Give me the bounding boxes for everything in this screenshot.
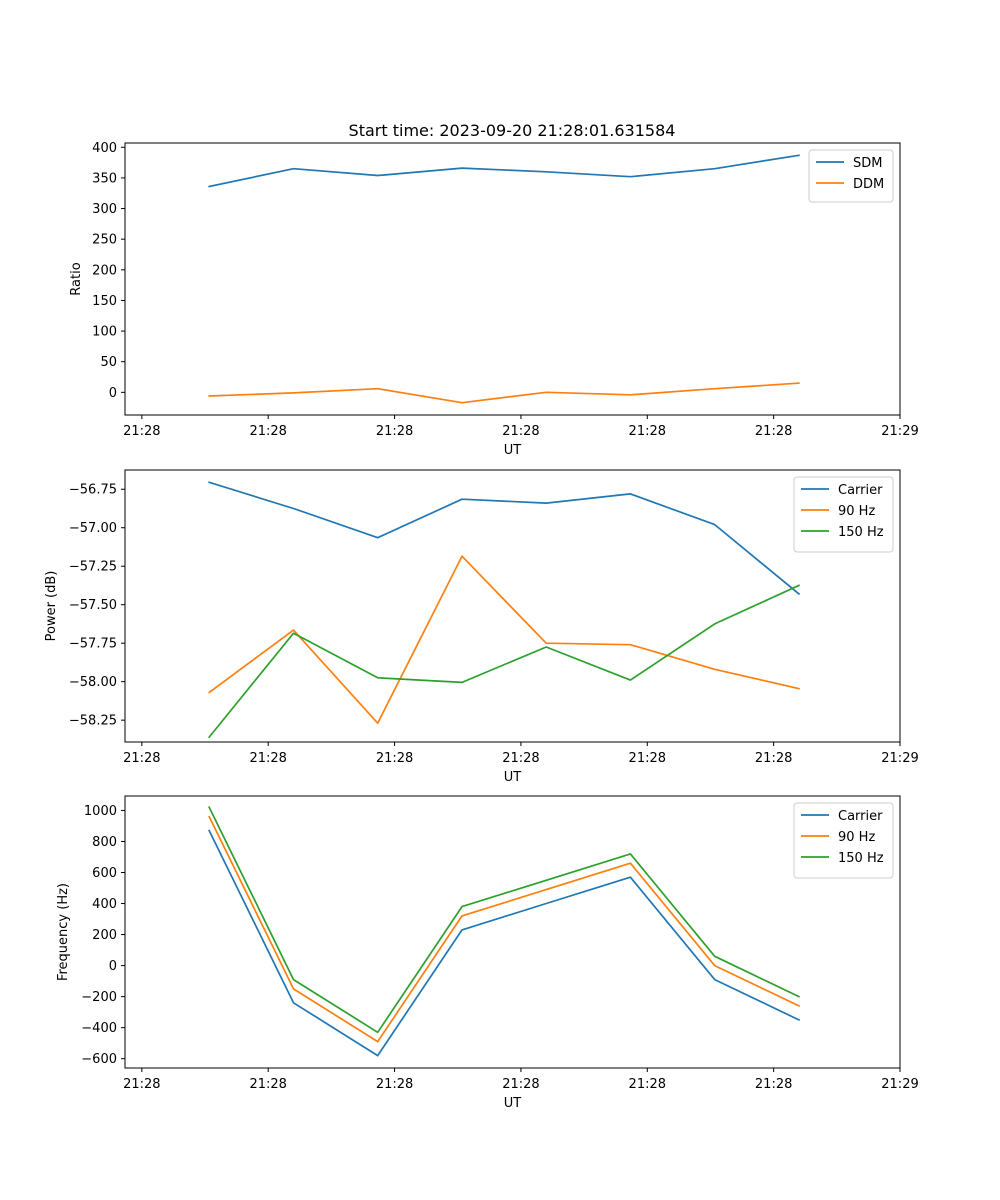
legend-label: 150 Hz xyxy=(838,851,884,866)
x-tick-label: 21:28 xyxy=(249,751,286,766)
x-tick-label: 21:28 xyxy=(376,1077,413,1092)
x-tick-label: 21:28 xyxy=(755,751,792,766)
x-axis-label: UT xyxy=(504,1096,522,1111)
y-tick-label: −56.75 xyxy=(69,483,117,498)
series-line-sdm xyxy=(208,154,800,188)
y-tick-label: 250 xyxy=(92,233,117,248)
x-tick-label: 21:28 xyxy=(502,1077,539,1092)
legend-label: Carrier xyxy=(838,809,883,824)
y-tick-label: 400 xyxy=(92,897,117,912)
legend-label: 150 Hz xyxy=(838,525,884,540)
y-tick-label: −600 xyxy=(81,1052,117,1067)
x-tick-label: 21:28 xyxy=(755,1077,792,1092)
subplots: 21:28 21:28 21:28 21:28 21:28 21:28 21:29 0 50 10… xyxy=(44,141,919,1111)
chart-title: Start time: 2023-09-20 21:28:01.631584 xyxy=(349,121,676,140)
x-axis-label: UT xyxy=(504,770,522,785)
y-tick-label: −57.00 xyxy=(69,521,117,536)
y-tick-label: 150 xyxy=(92,294,117,309)
subplot-2: 21:28 21:28 21:28 21:28 21:28 21:28 21:29 −58.2… xyxy=(44,469,919,785)
y-axis-label: Power (dB) xyxy=(44,571,59,642)
series-line-90-hz xyxy=(208,815,801,1043)
x-tick-label: 21:28 xyxy=(249,424,286,439)
series-line-150-hz xyxy=(208,806,801,1034)
legend-label: 90 Hz xyxy=(838,830,875,845)
legend: Carrier 90 Hz 150 Hz xyxy=(793,476,894,553)
x-tick-label: 21:28 xyxy=(123,424,160,439)
x-tick-label: 21:28 xyxy=(629,751,666,766)
x-tick-label: 21:28 xyxy=(123,751,160,766)
x-tick-label: 21:29 xyxy=(881,751,918,766)
y-tick-label: 300 xyxy=(92,202,117,217)
series-line-150-hz xyxy=(208,584,801,739)
y-tick-label: 50 xyxy=(100,355,117,370)
subplot-3: 21:28 21:28 21:28 21:28 21:28 21:28 21:29 −600 −… xyxy=(56,795,919,1111)
y-tick-label: −57.25 xyxy=(69,560,117,575)
x-tick-label: 21:28 xyxy=(376,751,413,766)
legend: SDM DDM xyxy=(808,149,894,203)
y-axis-label: Ratio xyxy=(69,262,84,295)
y-tick-label: 350 xyxy=(92,171,117,186)
y-tick-label: 100 xyxy=(92,325,117,340)
y-tick-label: 200 xyxy=(92,263,117,278)
legend-box xyxy=(793,802,894,879)
series-line-carrier xyxy=(208,481,801,596)
x-tick-label: 21:29 xyxy=(881,424,918,439)
x-tick-label: 21:29 xyxy=(881,1077,918,1092)
x-tick-label: 21:28 xyxy=(249,1077,286,1092)
y-tick-label: −58.00 xyxy=(69,675,117,690)
legend-label: Carrier xyxy=(838,483,883,498)
x-tick-label: 21:28 xyxy=(755,424,792,439)
y-tick-label: 800 xyxy=(92,835,117,850)
legend: Carrier 90 Hz 150 Hz xyxy=(793,802,894,879)
y-tick-label: 600 xyxy=(92,866,117,881)
y-tick-label: −57.50 xyxy=(69,598,117,613)
y-tick-label: 0 xyxy=(109,386,117,401)
x-tick-label: 21:28 xyxy=(123,1077,160,1092)
series-line-90-hz xyxy=(208,555,800,725)
x-tick-label: 21:28 xyxy=(629,424,666,439)
x-tick-label: 21:28 xyxy=(502,751,539,766)
y-tick-label: −200 xyxy=(81,990,117,1005)
series-line-carrier xyxy=(208,829,801,1057)
x-tick-label: 21:28 xyxy=(502,424,539,439)
legend-box xyxy=(808,149,894,203)
y-tick-label: 200 xyxy=(92,928,117,943)
y-tick-label: 400 xyxy=(92,141,117,156)
x-axis-label: UT xyxy=(504,443,522,458)
axes-frame xyxy=(124,142,901,416)
y-tick-label: 1000 xyxy=(84,804,117,819)
x-tick-label: 21:28 xyxy=(629,1077,666,1092)
x-tick-label: 21:28 xyxy=(376,424,413,439)
y-tick-label: −400 xyxy=(81,1021,117,1036)
legend-label: DDM xyxy=(853,177,884,192)
y-tick-label: −58.25 xyxy=(69,714,117,729)
legend-label: 90 Hz xyxy=(838,504,875,519)
axes-frame xyxy=(124,469,901,743)
subplot-1: 21:28 21:28 21:28 21:28 21:28 21:28 21:29 0 50 10… xyxy=(69,141,919,458)
y-axis-label: Frequency (Hz) xyxy=(56,883,71,981)
axes-frame xyxy=(124,795,901,1069)
y-tick-label: −57.75 xyxy=(69,637,117,652)
legend-label: SDM xyxy=(853,156,882,171)
series-line-ddm xyxy=(208,382,800,404)
legend-box xyxy=(793,476,894,553)
y-tick-label: 0 xyxy=(109,959,117,974)
